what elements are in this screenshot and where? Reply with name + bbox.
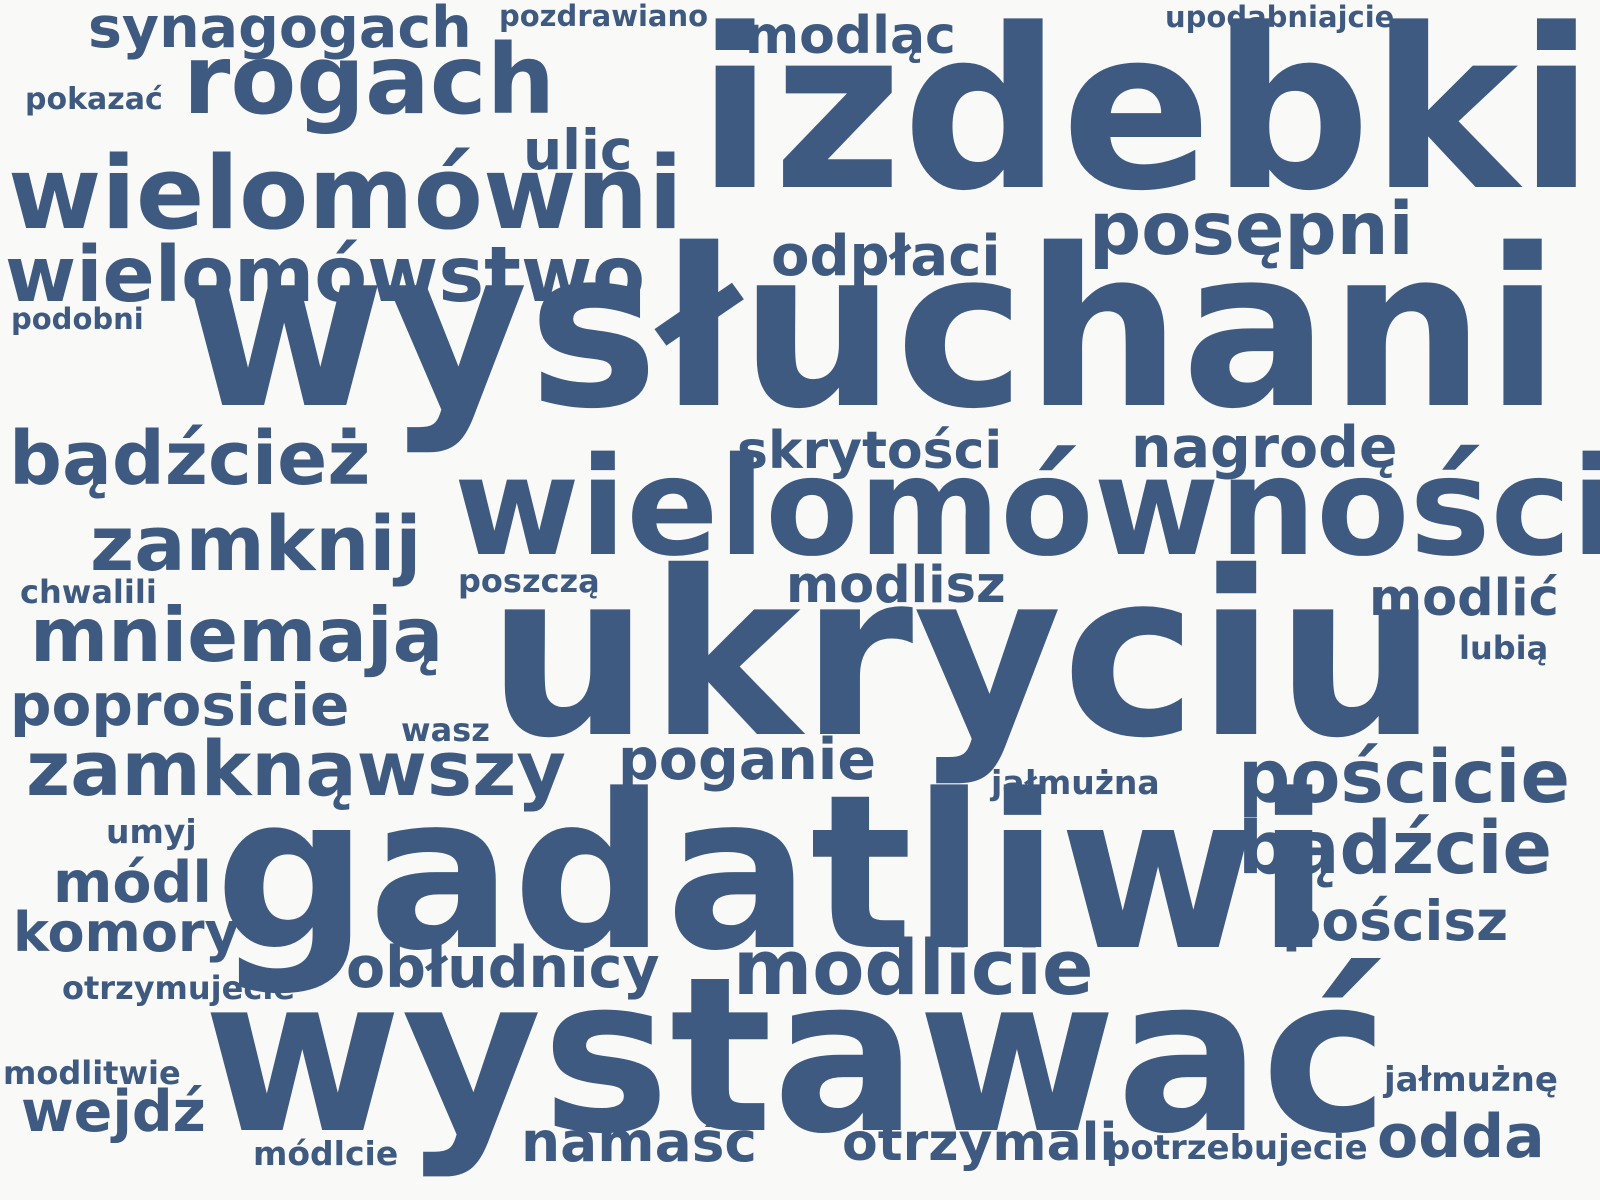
word-synagogach: synagogach (88, 0, 472, 61)
word-podobni: podobni (11, 302, 144, 336)
word-poscisz: pościsz (1282, 889, 1509, 953)
word-wielomowni: wielomówni (8, 134, 683, 252)
word-otrzymujecie: otrzymujecie (62, 969, 295, 1007)
word-jalmuzna: jałmużna (991, 763, 1160, 802)
word-zamknij: zamknij (90, 499, 422, 588)
word-jalmuzne: jałmużnę (1384, 1060, 1558, 1100)
word-otrzymali: otrzymali (842, 1113, 1118, 1173)
word-poprosicie: poprosicie (10, 671, 350, 739)
word-modlac: modląc (745, 6, 956, 66)
word-zamknawszy: zamknąwszy (26, 724, 566, 813)
word-nagrode: nagrodę (1131, 415, 1398, 481)
word-posepni: posępni (1089, 187, 1414, 272)
word-rogach: rogach (183, 24, 556, 136)
word-poganie: poganie (618, 727, 877, 793)
word-lubia: lubią (1459, 629, 1549, 667)
word-odplaci: odpłaci (771, 224, 1001, 289)
word-modlisz: modlisz (786, 556, 1006, 615)
word-modlitwie: modlitwie (3, 1054, 181, 1092)
word-ulic: ulic (523, 118, 633, 182)
word-wysluchani: wysłuchani (183, 202, 1561, 457)
word-modlic: modlić (1369, 569, 1559, 628)
word-poszcza: poszczą (458, 562, 600, 600)
word-modlicie: modlicie (733, 923, 1094, 1012)
word-izdebki: izdebki (697, 0, 1595, 240)
word-potrzebujecie: potrzebujecie (1106, 1128, 1368, 1168)
word-wejdz: wejdź (21, 1079, 206, 1145)
word-ukryciu: ukryciu (487, 522, 1438, 788)
word-poscicie: pościcie (1238, 735, 1570, 820)
word-pokazac: pokazać (25, 82, 163, 117)
word-wasz: wasz (401, 711, 490, 749)
word-umyj: umyj (106, 812, 197, 851)
word-upodabniajcie: upodabniajcie (1165, 0, 1395, 34)
word-pozdrawiano: pozdrawiano (499, 0, 709, 33)
word-odda: odda (1377, 1102, 1545, 1172)
word-badzcie: bądźcie (1238, 806, 1553, 891)
word-badzciez: bądźcież (9, 416, 371, 502)
word-obludnicy: obłudnicy (346, 935, 660, 1001)
word-modl: módl (53, 850, 212, 916)
word-mniemaja: mniemają (30, 591, 444, 679)
word-modlcie: módlcie (253, 1134, 399, 1173)
word-wielomownosci: wielomówności (454, 429, 1600, 587)
word-komory: komory (13, 901, 240, 964)
word-gadatliwi: gadatliwi (215, 749, 1331, 998)
word-chwalili: chwalili (20, 573, 157, 611)
word-skrytosci: skrytości (737, 421, 1003, 481)
word-wielomowstwo: wielomówstwo (5, 231, 645, 320)
word-wystawac: wystawać (203, 930, 1389, 1181)
word-namasc: namaść (521, 1110, 758, 1174)
